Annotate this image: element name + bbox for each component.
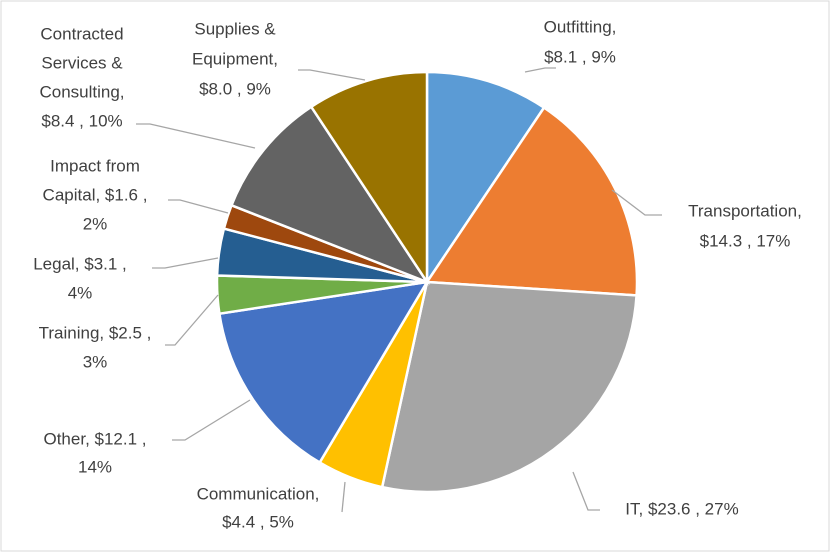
pie-slice <box>309 70 429 287</box>
data-label: Capital, $1.6 , <box>43 185 148 204</box>
pie-slice <box>217 280 430 465</box>
data-label: Equipment, <box>192 49 278 68</box>
data-label: Contracted <box>40 24 123 43</box>
pie-slice <box>229 105 431 285</box>
pie-slice <box>425 70 546 287</box>
data-label: Outfitting, <box>544 17 617 36</box>
data-label: $8.0 , 9% <box>199 79 271 98</box>
data-label: 2% <box>83 214 108 233</box>
leader-line <box>152 257 219 269</box>
data-label: $4.4 , 5% <box>222 512 294 531</box>
leader-line <box>611 189 662 216</box>
pie-slice <box>380 280 638 494</box>
leader-line <box>136 123 256 149</box>
data-label: $14.3 , 17% <box>700 231 791 250</box>
data-label: Transportation, <box>688 201 802 220</box>
leader-line <box>572 471 600 511</box>
leader-line <box>341 481 346 513</box>
data-label: 4% <box>68 283 93 302</box>
data-label: 14% <box>78 457 112 476</box>
pie-slice <box>424 105 639 297</box>
data-label: Training, $2.5 , <box>39 323 152 342</box>
leader-line <box>298 69 366 81</box>
data-label: 3% <box>83 352 108 371</box>
data-label: Services & <box>41 53 123 72</box>
data-label: IT, $23.6 , 27% <box>625 499 738 518</box>
leader-line <box>172 399 251 441</box>
data-label: Other, $12.1 , <box>43 429 146 448</box>
leader-line <box>165 294 219 346</box>
data-label: $8.4 , 10% <box>41 111 122 130</box>
data-label: Legal, $3.1 , <box>33 254 127 273</box>
data-label: Supplies & <box>194 19 276 38</box>
data-label: Consulting, <box>39 82 124 101</box>
data-label: Communication, <box>197 484 320 503</box>
leader-line <box>524 67 556 73</box>
data-label: Impact from <box>50 156 140 175</box>
leader-line <box>168 199 229 214</box>
data-label: $8.1 , 9% <box>544 47 616 66</box>
